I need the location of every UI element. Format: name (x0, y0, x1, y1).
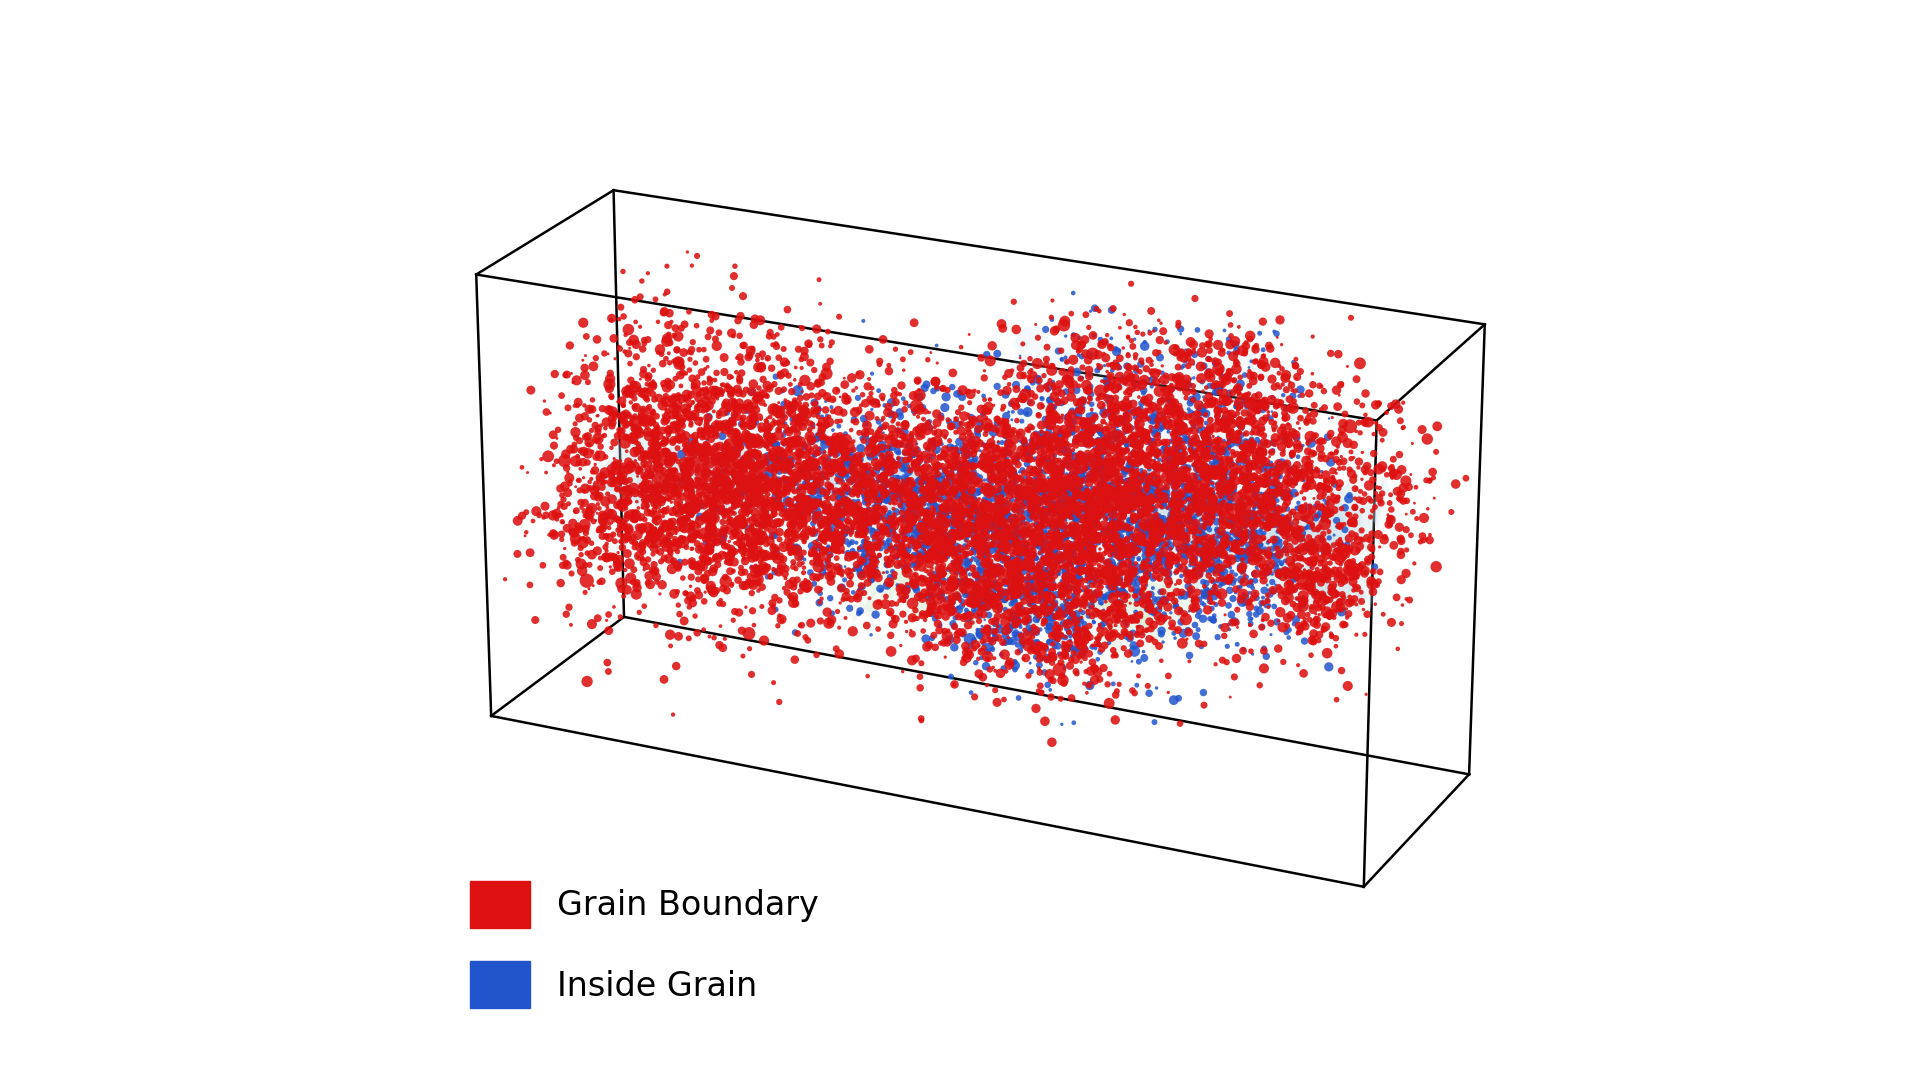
Legend: Grain Boundary, Inside Grain: Grain Boundary, Inside Grain (436, 848, 852, 1042)
